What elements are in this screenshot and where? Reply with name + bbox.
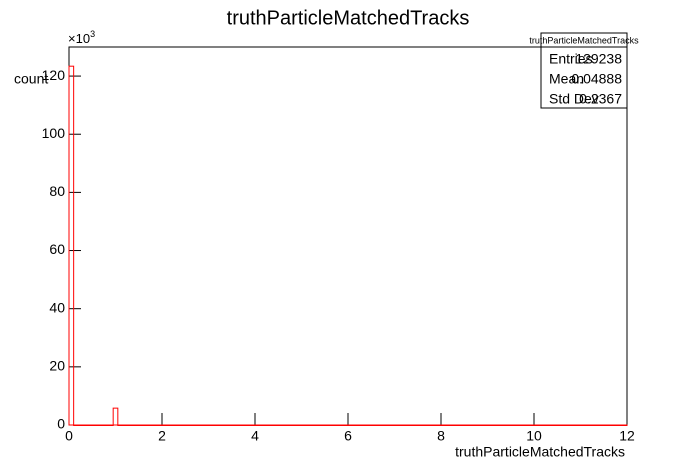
x-tick-label: 10	[526, 428, 542, 444]
x-tick-label: 12	[619, 428, 635, 444]
y-tick-label: 20	[49, 358, 65, 374]
x-tick-label: 2	[158, 428, 166, 444]
stats-frame	[540, 32, 628, 109]
stats-label: Entries	[549, 51, 593, 67]
x-axis-label: truthParticleMatchedTracks	[455, 444, 625, 460]
y-tick-label: 120	[42, 67, 66, 83]
y-tick-label: 60	[49, 241, 65, 257]
stats-value: 0.2367	[579, 91, 622, 107]
bar	[117, 424, 628, 426]
y-tick-label: 40	[49, 299, 65, 315]
y-tick-label: 100	[42, 125, 66, 141]
stats-label: Std Dev	[549, 91, 599, 107]
y-tick-label: 80	[49, 183, 65, 199]
stats-label: Mean	[549, 71, 584, 87]
x-tick-label: 4	[251, 428, 259, 444]
y-scale-exponent: 3	[90, 29, 95, 39]
stats-value: 0.04888	[571, 71, 622, 87]
y-tick-label: 0	[57, 416, 65, 432]
bar	[73, 424, 114, 426]
chart-title: truthParticleMatchedTracks	[227, 7, 470, 29]
stats-box: truthParticleMatchedTracks	[529, 32, 639, 109]
bar	[68, 65, 75, 426]
x-tick-label: 8	[437, 428, 445, 444]
stats-title: truthParticleMatchedTracks	[529, 35, 639, 45]
x-tick-label: 0	[65, 428, 73, 444]
stats-value: 129238	[575, 51, 622, 67]
y-axis-label: count	[14, 71, 48, 87]
y-scale-base: ×10	[68, 31, 90, 46]
x-tick-label: 6	[344, 428, 352, 444]
y-scale-label: ×103	[68, 29, 95, 46]
bar	[112, 407, 119, 426]
